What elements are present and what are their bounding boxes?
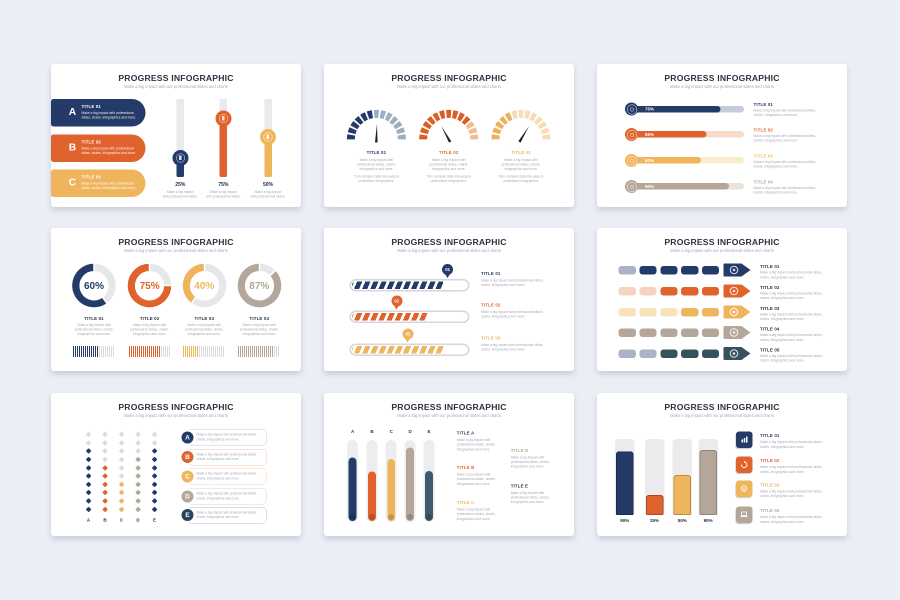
svg-text:$: $: [743, 486, 746, 491]
